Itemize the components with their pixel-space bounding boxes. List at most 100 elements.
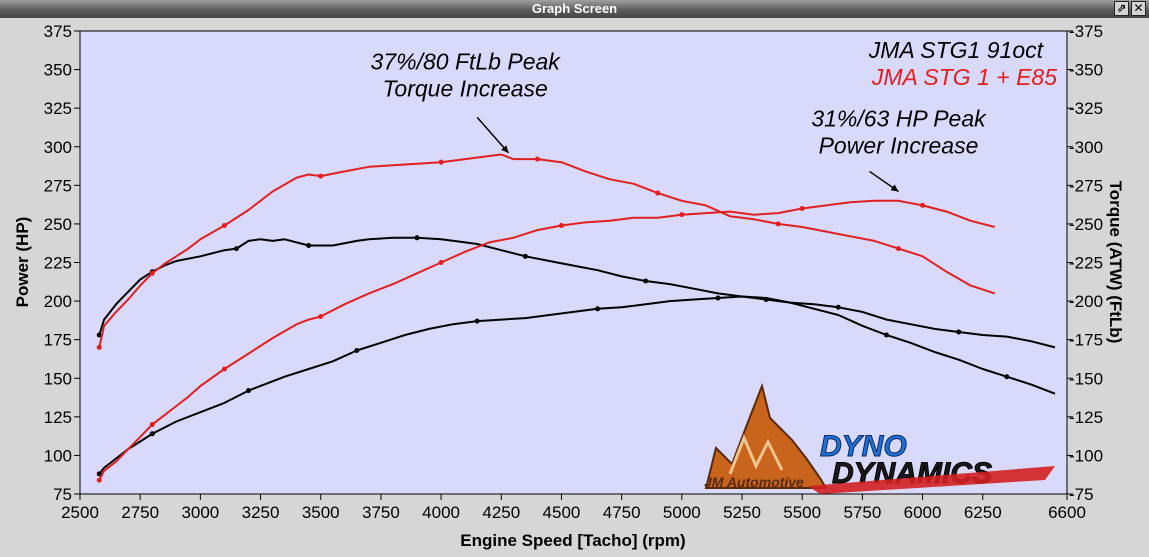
axes-layer: 75 -75 100 -100 125 -125 150 -150 175 -175 200 -200…	[44, 22, 1103, 522]
x-tick-label: 4750	[603, 503, 641, 522]
jm-automotive-logo: JM Automotive	[704, 382, 828, 490]
data-point	[246, 388, 252, 394]
y-left-tick-label: 275	[44, 176, 72, 195]
x-tick-label: 2500	[61, 503, 99, 522]
data-point	[318, 173, 324, 179]
legend-stg1: JMA STG1 91oct	[868, 37, 1045, 63]
y-right-tick-label: -125	[1069, 408, 1103, 427]
data-point	[799, 205, 805, 211]
dyno-dynamics-logo: DYNO DYNAMICS	[808, 430, 1055, 494]
torque-annotation-line1: 37%/80 FtLb Peak	[371, 49, 562, 75]
title-bar[interactable]: Graph Screen ⇗ ✕	[0, 0, 1149, 18]
y-left-tick-label: 250	[44, 215, 72, 234]
data-point	[920, 202, 926, 208]
y-left-tick-label: 375	[44, 22, 72, 41]
series-line-4	[98, 199, 996, 481]
data-point	[233, 246, 239, 252]
y-left-tick-label: 150	[44, 369, 72, 388]
data-point	[835, 304, 841, 310]
data-point	[655, 190, 661, 196]
y-left-tick-label: 300	[44, 138, 72, 157]
y-right-tick-label: -200	[1069, 292, 1103, 311]
legend-e85: JMA STG 1 + E85	[871, 64, 1057, 90]
x-tick-label: 3500	[302, 503, 340, 522]
power-annotation-line1: 31%/63 HP Peak	[811, 106, 987, 132]
annotation-arrow	[476, 116, 510, 154]
series-line-3	[98, 153, 996, 348]
y-right-tick-label: -225	[1069, 254, 1103, 273]
data-point	[96, 332, 102, 338]
data-point	[306, 243, 312, 249]
torque-annotation-line2: Torque Increase	[382, 76, 547, 102]
y-right-tick-label: -325	[1069, 99, 1103, 118]
dyno-logo-text: DYNO	[820, 430, 907, 463]
x-tick-label: 6600	[1048, 503, 1086, 522]
data-point	[149, 422, 155, 428]
y-left-tick-label: 75	[53, 485, 72, 504]
data-point	[149, 270, 155, 276]
series-line-2	[98, 295, 1056, 475]
data-point	[1004, 374, 1010, 380]
y-left-tick-label: 350	[44, 61, 72, 80]
x-tick-label: 3250	[242, 503, 280, 522]
data-point	[438, 159, 444, 165]
x-tick-label: 3750	[362, 503, 400, 522]
power-annotation-line2: Power Increase	[819, 133, 979, 159]
y-left-tick-label: 125	[44, 408, 72, 427]
x-tick-label: 4500	[543, 503, 581, 522]
data-point	[558, 222, 564, 228]
y-right-tick-label: -275	[1069, 176, 1103, 195]
y-left-tick-label: 100	[44, 446, 72, 465]
x-tick-label: 2750	[121, 503, 159, 522]
data-point	[318, 314, 324, 320]
data-point	[96, 344, 102, 350]
x-tick-label: 5750	[843, 503, 881, 522]
y-left-tick-label: 175	[44, 331, 72, 350]
x-tick-label: 6000	[904, 503, 942, 522]
x-tick-label: 5500	[783, 503, 821, 522]
x-tick-label: 5000	[663, 503, 701, 522]
data-point	[534, 156, 540, 162]
y-right-tick-label: -100	[1069, 446, 1103, 465]
data-point	[474, 318, 480, 324]
y-right-tick-label: -300	[1069, 138, 1103, 157]
data-point	[595, 306, 601, 312]
data-point	[643, 278, 649, 284]
data-point	[354, 347, 360, 353]
y-right-tick-label: -150	[1069, 369, 1103, 388]
x-tick-label: 4000	[422, 503, 460, 522]
data-point	[775, 221, 781, 227]
data-point	[438, 260, 444, 265]
window-title: Graph Screen	[531, 1, 618, 16]
x-tick-label: 5250	[723, 503, 761, 522]
dyno-chart: 75 -75 100 -100 125 -125 150 -150 175 -175 200 -200…	[0, 18, 1149, 557]
x-tick-label: 6250	[964, 503, 1002, 522]
data-point	[96, 471, 102, 477]
torque-annotation: 37%/80 FtLb Peak Torque Increase	[371, 49, 562, 154]
data-point	[149, 431, 155, 437]
y-left-tick-label: 200	[44, 292, 72, 311]
y-right-tick-label: -350	[1069, 61, 1103, 80]
annotation-arrowhead	[501, 145, 509, 153]
y-right-tick-label: -175	[1069, 331, 1103, 350]
data-point	[895, 246, 901, 252]
series-layer	[96, 153, 1056, 483]
data-point	[715, 295, 721, 301]
data-point	[679, 212, 685, 218]
y-right-tick-label: -250	[1069, 215, 1103, 234]
close-button[interactable]: ✕	[1131, 1, 1146, 16]
plot-area	[79, 30, 1068, 495]
restore-button[interactable]: ⇗	[1114, 1, 1129, 16]
power-annotation: 31%/63 HP Peak Power Increase	[811, 106, 987, 193]
data-point	[221, 366, 227, 372]
data-point	[96, 477, 102, 483]
series-line-1	[98, 236, 1056, 395]
data-point	[522, 253, 528, 259]
x-tick-label: 3000	[181, 503, 219, 522]
y-right-tick-label: -375	[1069, 22, 1103, 41]
y-left-tick-label: 325	[44, 99, 72, 118]
data-point	[883, 332, 889, 338]
annotation-arrowhead	[890, 184, 899, 192]
data-point	[956, 329, 962, 335]
y-right-tick-label: -75	[1069, 485, 1094, 504]
